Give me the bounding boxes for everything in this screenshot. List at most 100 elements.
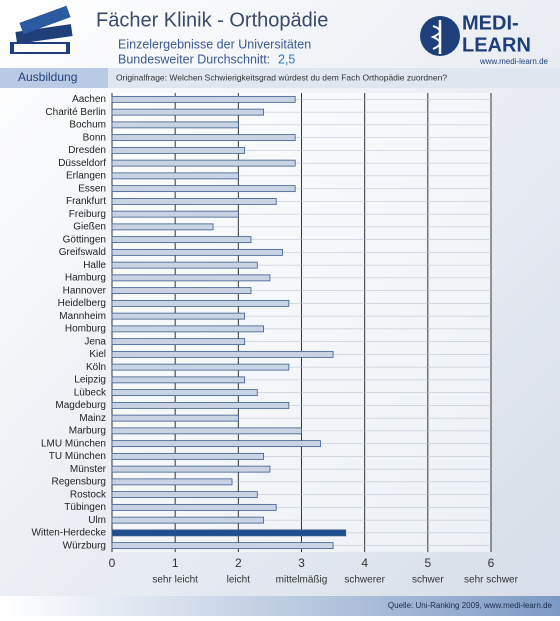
bar [111,134,296,142]
bar [111,542,334,550]
bar [111,491,258,499]
y-tick-label: Würzburg [63,540,106,551]
y-tick-label: Erlangen [66,171,106,182]
y-tick-label: Witten-Herdecke [32,528,107,539]
bar [111,376,246,384]
y-tick-label: LMU München [41,438,106,449]
average-label: Bundesweiter Durchschnitt: [118,52,270,66]
bar [111,95,296,103]
y-tick-label: Lübeck [74,387,107,398]
bar [111,185,296,193]
source: Quelle: Uni-Ranking 2009, www.medi-learn… [388,601,553,610]
bar [111,146,246,154]
bar [111,350,334,358]
bar [111,401,290,409]
average-value: 2,5 [278,52,295,66]
y-tick-label: Halle [83,260,106,271]
x-tick-label: 2 [235,556,242,570]
y-tick-label: Jena [84,336,106,347]
question: Originalfrage: Welchen Schwierigkeitsgra… [116,72,447,82]
bar [111,108,265,116]
y-tick-label: Bochum [69,120,106,131]
y-tick-label: Göttingen [63,234,106,245]
y-tick-label: Regensburg [52,477,106,488]
subtitle: Einzelergebnisse der Universitäten [118,37,311,51]
bar [111,478,233,486]
bar [111,299,290,307]
x-tick-caption: schwerer [344,575,385,586]
bar [111,325,265,333]
bar [111,223,214,231]
logo-bottom: LEARN [462,34,531,56]
y-tick-label: Düsseldorf [58,158,106,169]
footer-band [0,596,560,616]
bar [111,261,258,269]
logo-url: www.medi-learn.de [479,57,549,66]
bar [111,440,321,448]
x-tick-label: 3 [298,556,305,570]
y-tick-label: Rostock [70,489,107,500]
x-tick-caption: sehr schwer [464,575,519,586]
bar [111,465,271,473]
x-tick-label: 6 [488,556,495,570]
bar [111,159,296,167]
bar [111,197,277,205]
bar [111,414,239,422]
y-tick-label: Mannheim [59,311,106,322]
y-tick-label: Essen [78,183,106,194]
bar [111,503,277,511]
y-tick-label: TU München [49,451,106,462]
y-tick-label: Münster [70,464,107,475]
x-tick-label: 5 [424,556,431,570]
bar [111,452,265,460]
section: Ausbildung [18,70,77,84]
y-tick-label: Frankfurt [66,196,106,207]
logo [420,16,460,56]
x-tick-caption: sehr leicht [152,575,198,586]
y-tick-label: Charité Berlin [45,107,106,118]
bar [111,312,246,320]
x-tick-caption: mittelmäßig [276,575,328,586]
x-tick-caption: leicht [227,575,251,586]
y-tick-label: Tübingen [64,502,106,513]
bar [111,338,246,346]
books-icon [10,5,73,54]
bar [111,529,347,537]
bar [111,236,252,244]
y-tick-label: Magdeburg [55,400,106,411]
x-tick-caption: schwer [412,575,444,586]
y-tick-label: Dresden [68,145,106,156]
bar [111,516,265,524]
y-tick-label: Heidelberg [58,298,106,309]
y-tick-label: Hamburg [65,273,106,284]
x-tick-label: 1 [172,556,179,570]
y-tick-label: Leipzig [74,375,106,386]
y-tick-label: Aachen [72,94,106,105]
bar [111,248,283,256]
section-band [0,68,560,88]
y-tick-label: Bonn [83,132,106,143]
title: Fächer Klinik - Orthopädie [96,9,328,31]
bar [111,274,271,282]
y-tick-label: Marburg [69,426,106,437]
y-tick-label: Köln [86,362,106,373]
y-tick-label: Gießen [73,222,106,233]
bar [111,363,290,371]
y-tick-label: Homburg [65,324,106,335]
bar [111,389,258,397]
bar [111,172,239,180]
y-tick-label: Freiburg [69,209,106,220]
x-tick-label: 0 [109,556,116,570]
y-tick-label: Greifswald [59,247,106,258]
logo-top: MEDI- [462,12,519,34]
bar [111,121,239,129]
bar [111,210,239,218]
bar [111,287,252,295]
y-tick-label: Kiel [89,349,106,360]
bar [111,427,302,435]
section-tab [0,68,108,88]
x-tick-label: 4 [361,556,368,570]
y-tick-label: Ulm [88,515,106,526]
y-tick-label: Hannover [63,285,107,296]
